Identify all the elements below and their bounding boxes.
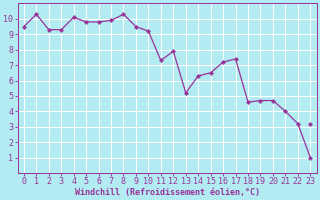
X-axis label: Windchill (Refroidissement éolien,°C): Windchill (Refroidissement éolien,°C) bbox=[75, 188, 260, 197]
